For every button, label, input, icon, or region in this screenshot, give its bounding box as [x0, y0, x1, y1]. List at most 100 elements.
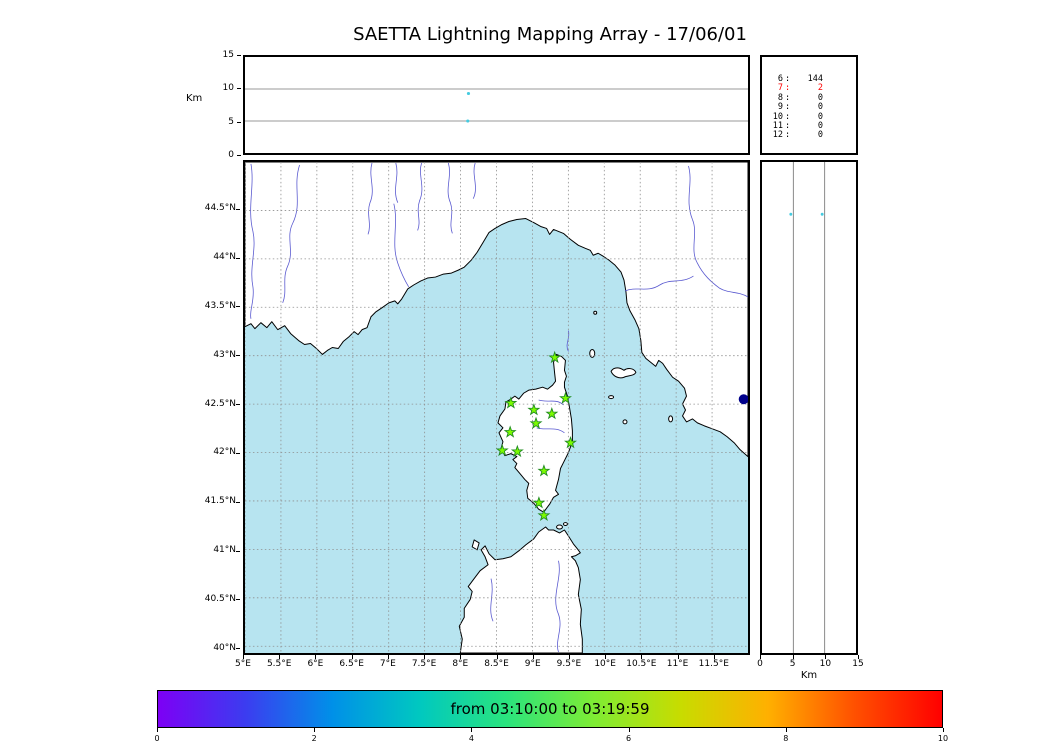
colorbar-tick-label: 6 [626, 734, 632, 743]
river-path [555, 560, 561, 653]
station-count-list: 6: 144 7: 2 8: 0 9: 0 10: 0 11: 0 12: 0 [768, 74, 856, 141]
station-count-value: 0 [817, 92, 823, 103]
river-path [536, 427, 565, 434]
river-path [624, 275, 694, 292]
longitude-tick [568, 655, 570, 659]
longitude-tick [532, 655, 534, 659]
river-path [395, 162, 399, 203]
longitude-tick [496, 655, 498, 659]
longitude-tick-label: 5°E [235, 659, 251, 669]
river-path [472, 162, 476, 199]
latitude-tick [236, 355, 240, 357]
longitude-tick [641, 655, 643, 659]
lma-station-marker [527, 403, 541, 416]
map-graticule [245, 162, 748, 653]
station-count-separator: : [784, 92, 791, 103]
sardinia-coastline [458, 526, 583, 653]
river-path [447, 162, 453, 234]
altitude-tick [825, 655, 827, 659]
altitude-axis-label: Km [186, 93, 203, 104]
station-count-value: 0 [817, 102, 823, 113]
lma-station-marker [532, 496, 546, 509]
lma-station-marker [545, 406, 559, 420]
latitude-tick-label: 40.5°N [204, 593, 236, 604]
longitude-tick [351, 655, 353, 659]
latitude-tick [236, 599, 240, 601]
corsica-coastline [497, 353, 573, 513]
lma-station-marker [537, 508, 551, 521]
longitude-tick-label: 6°E [307, 659, 324, 669]
station-count-row: 8: 0 [768, 92, 856, 103]
station-count-value: 0 [817, 121, 823, 132]
lightning-point [820, 212, 824, 216]
longitude-tick-label: 8.5°E [484, 659, 509, 669]
altitude-tick-label: 5 [789, 659, 796, 669]
river-path [688, 165, 748, 298]
mainland-coastline [245, 162, 748, 458]
island-pianosa [608, 395, 615, 400]
colorbar-label: from 03:10:00 to 03:19:59 [450, 700, 650, 718]
longitude-tick [424, 655, 426, 659]
colorbar-tick [314, 728, 316, 732]
lightning-sources [738, 394, 748, 405]
land-masses [245, 162, 748, 653]
island-elba [610, 367, 637, 379]
latitude-tick [236, 208, 240, 210]
station-count-separator: : [784, 74, 791, 84]
altitude-tick [237, 121, 241, 123]
lightning-cluster-point [738, 394, 748, 405]
longitude-tick [387, 655, 389, 659]
station-count-value: 0 [817, 111, 823, 122]
lightning-point [466, 91, 471, 96]
altitude-axis-label-bottom: Km [800, 670, 818, 681]
latitude-tick-label: 41°N [213, 545, 236, 556]
island-montecristo [622, 419, 628, 425]
longitude-tick-label: 9.5°E [556, 659, 582, 669]
latitude-tick-label: 40°N [213, 642, 236, 653]
altitude-tick-label: 0 [228, 150, 234, 160]
station-count-value: 2 [817, 83, 823, 94]
altitude-tick-label: 15 [222, 50, 234, 60]
longitude-tick-label: 10.5°E [626, 659, 657, 669]
colorbar-tick [628, 728, 630, 732]
colorbar-tick [471, 728, 473, 732]
lma-stations [495, 350, 577, 521]
river-path [417, 162, 423, 231]
lightning-point [789, 212, 793, 216]
latitude-tick-label: 41.5°N [204, 496, 236, 507]
station-count-row: 11: 0 [768, 121, 856, 132]
latitude-tick [236, 550, 240, 552]
altitude-tick-label: 10 [819, 659, 832, 669]
lma-station-marker [495, 443, 509, 457]
station-count-separator: : [784, 111, 791, 122]
latitude-tick-label: 44.5°N [204, 203, 236, 214]
longitude-tick [243, 655, 244, 659]
latitude-tick-label: 43.5°N [204, 300, 236, 311]
longitude-tick-label: 11.5°E [698, 659, 729, 669]
figure-title: SAETTA Lightning Mapping Array - 17/06/0… [353, 24, 747, 45]
station-count-row: 7: 2 [768, 83, 856, 94]
station-count-row: 12: 0 [768, 131, 856, 141]
altitude-tick [760, 655, 761, 659]
rivers [250, 162, 748, 653]
river-path [282, 164, 300, 304]
colorbar-tick-label: 0 [154, 734, 160, 743]
map-panel [243, 160, 750, 655]
river-path [367, 162, 373, 235]
lma-station-marker [537, 464, 551, 477]
island-gorgona [593, 310, 598, 315]
colorbar-tick [785, 728, 787, 732]
station-count-separator: : [784, 121, 791, 132]
station-count-row: 10: 0 [768, 111, 856, 122]
station-count-key: 11 [772, 121, 783, 132]
longitude-tick-label: 10°E [594, 659, 616, 669]
latitude-tick [236, 404, 240, 406]
station-count-row: 6: 144 [768, 74, 856, 84]
map-plot [245, 162, 748, 653]
station-count-key: 10 [772, 111, 783, 122]
island-maddalena-2 [562, 522, 568, 527]
latitude-tick-label: 43°N [213, 349, 236, 360]
longitude-tick-label: 7°E [379, 659, 396, 669]
station-count-value: 144 [807, 74, 823, 84]
island-asinara [471, 539, 480, 551]
